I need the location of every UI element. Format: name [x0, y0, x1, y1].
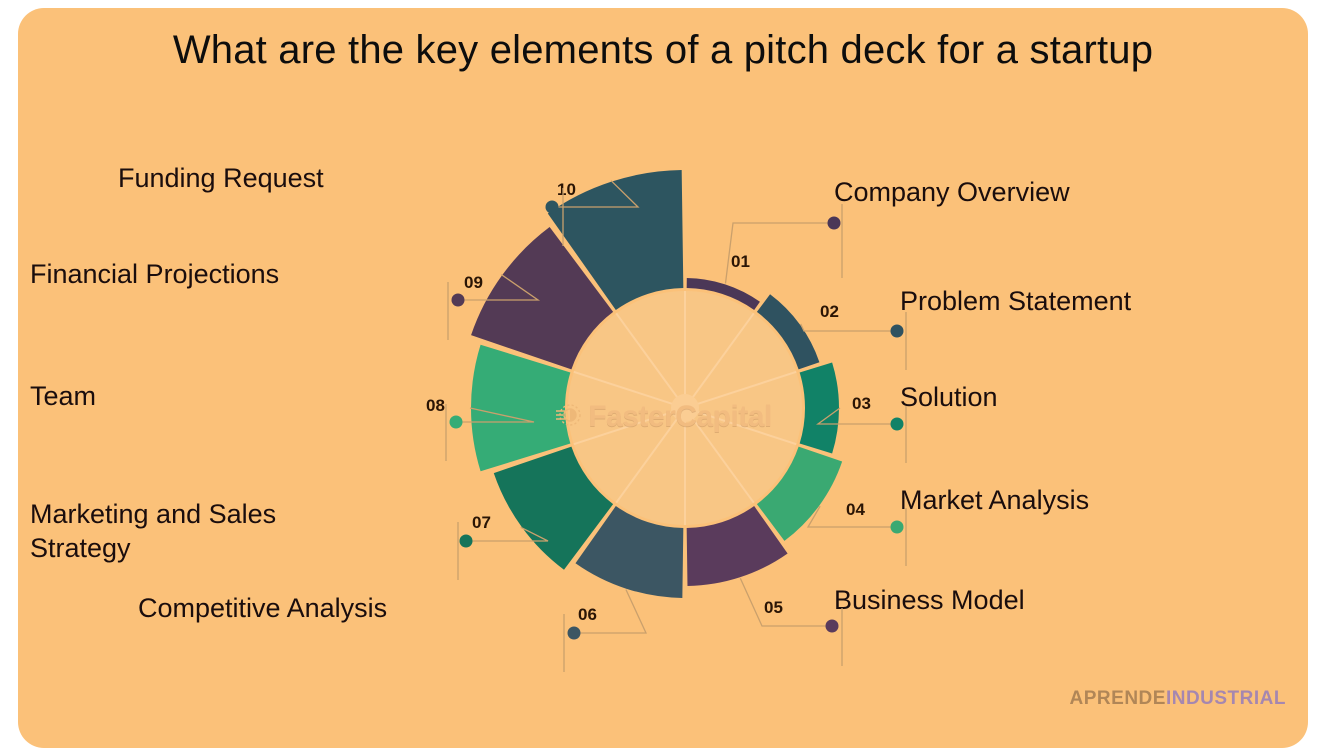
leader-dot-10[interactable]: [545, 200, 559, 214]
donut-segment-05[interactable]: [686, 506, 788, 586]
donut-segment-03[interactable]: [799, 362, 839, 454]
leader-02: [800, 312, 907, 370]
segment-number-04: 04: [846, 500, 865, 519]
donut-segment-02[interactable]: [756, 294, 820, 370]
fastercapital-watermark: FasterCapital: [18, 400, 1308, 438]
leader-dot-04[interactable]: [890, 520, 904, 534]
donut-segment-07[interactable]: [493, 446, 614, 570]
inner-spoke-8: [573, 407, 683, 446]
segment-number-03: 03: [852, 394, 871, 413]
inner-spoke-2: [685, 312, 755, 407]
inner-spoke-10: [615, 312, 685, 407]
donut-segment-01[interactable]: [686, 278, 760, 310]
segment-label-funding-request: Funding Request: [118, 163, 324, 193]
donut-segment-04[interactable]: [756, 446, 843, 541]
leader-03: [816, 406, 907, 463]
inner-disc: [568, 291, 802, 525]
segment-number-10: 10: [557, 180, 576, 199]
fastercapital-gear-icon: [554, 400, 584, 438]
segment-number-01: 01: [731, 252, 750, 271]
segment-label-market-analysis: Market Analysis: [900, 485, 1090, 515]
watermark-part-1: APRENDE: [1069, 688, 1166, 709]
leader-dot-03[interactable]: [890, 417, 904, 431]
leader-06: [563, 589, 648, 672]
donut-segment-08[interactable]: [471, 344, 571, 472]
leader-dot-07[interactable]: [459, 534, 473, 548]
segment-number-08: 08: [426, 396, 445, 415]
leader-dot-09[interactable]: [451, 293, 465, 307]
segment-label-solution: Solution: [900, 382, 998, 412]
segment-number-07: 07: [472, 513, 491, 532]
inner-spoke-4: [687, 407, 797, 446]
segment-label-company-overview: Company Overview: [834, 177, 1070, 207]
watermark-part-2: INDUSTRIAL: [1165, 688, 1286, 709]
fastercapital-label: FasterCapital: [588, 400, 772, 433]
segment-label-competitive-analysis: Competitive Analysis: [138, 593, 388, 623]
donut-segment-09[interactable]: [471, 227, 614, 370]
leader-dot-02[interactable]: [890, 324, 904, 338]
inner-spoke-5: [685, 409, 755, 504]
donut-segments-group: [471, 170, 843, 598]
inner-hub: [671, 394, 699, 422]
leader-08: [445, 404, 535, 461]
segment-label-problem-statement: Problem Statement: [900, 286, 1132, 316]
leader-09: [447, 274, 541, 340]
segment-number-09: 09: [464, 273, 483, 292]
leader-line-05: [739, 577, 832, 627]
leader-line-08: [456, 407, 535, 423]
leader-dot-05[interactable]: [825, 619, 839, 633]
segment-number-05: 05: [764, 598, 783, 617]
inner-spoke-3: [687, 370, 797, 409]
leader-dot-06[interactable]: [567, 626, 581, 640]
segment-number-06: 06: [578, 605, 597, 624]
leader-line-02: [800, 323, 897, 332]
inner-spoke-7: [615, 409, 685, 504]
spoke-lines-group: [573, 291, 797, 525]
leader-05: [739, 577, 843, 666]
segment-number-02: 02: [820, 302, 839, 321]
donut-segment-06[interactable]: [575, 506, 684, 598]
slide-canvas: What are the key elements of a pitch dec…: [18, 8, 1308, 748]
segment-label-financial-projections: Financial Projections: [30, 259, 280, 289]
aprende-industrial-watermark: APRENDEINDUSTRIAL: [1070, 688, 1286, 710]
segment-label-marketing-and-sales-strategy: Marketing and Sales Strategy: [30, 499, 277, 563]
page-title: What are the key elements of a pitch dec…: [172, 28, 1154, 72]
leader-dot-08[interactable]: [449, 415, 463, 429]
segment-label-business-model: Business Model: [834, 585, 1025, 615]
segment-label-team: Team: [30, 381, 97, 411]
leader-dot-01[interactable]: [827, 216, 841, 230]
inner-spoke-9: [573, 370, 683, 409]
donut-chart: [445, 170, 907, 672]
